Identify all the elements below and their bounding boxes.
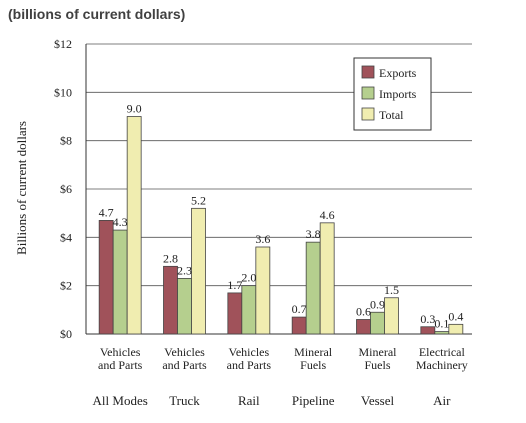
data-label: 0.7 [292, 302, 307, 316]
data-label: 0.9 [370, 297, 385, 311]
data-label: 0.3 [420, 312, 435, 326]
category-label-line2: and Parts [162, 358, 207, 372]
mode-label: Vessel [361, 393, 395, 408]
y-tick-label: $0 [60, 327, 72, 341]
legend-swatch-imports [361, 86, 375, 100]
category-label-line2: and Parts [227, 358, 272, 372]
data-label: 1.5 [384, 283, 399, 297]
data-label: 4.3 [113, 215, 128, 229]
category-label-line1: Mineral [359, 345, 398, 359]
data-label: 5.2 [191, 193, 206, 207]
legend-swatch-total [361, 107, 375, 121]
data-label: 4.6 [320, 208, 335, 222]
data-label: 4.7 [99, 205, 114, 219]
bar-exports [163, 265, 178, 335]
bar-exports [420, 326, 436, 335]
y-tick-label: $6 [60, 182, 72, 196]
category-label-line1: Electrical [419, 345, 466, 359]
bar-total [255, 246, 271, 335]
y-tick-label: $2 [60, 279, 72, 293]
data-label: 1.7 [227, 278, 242, 292]
chart-heading: (billions of current dollars) [8, 6, 186, 22]
bar-imports [241, 285, 257, 335]
data-label: 2.8 [163, 251, 178, 265]
data-label: 0.6 [356, 305, 371, 319]
bar-imports [305, 241, 321, 335]
category-label-line1: Vehicles [100, 345, 141, 359]
y-tick-label: $10 [54, 85, 72, 99]
bar-exports [356, 319, 371, 335]
category-label-line2: and Parts [98, 358, 143, 372]
mode-label: Air [433, 393, 451, 408]
bars [98, 116, 464, 335]
legend-swatch-exports [361, 65, 375, 79]
data-labels: 4.74.39.02.82.35.21.72.03.60.73.84.60.60… [99, 102, 464, 331]
category-label-line2: Fuels [300, 358, 326, 372]
bar-imports [112, 229, 128, 335]
data-label: 2.0 [241, 271, 256, 285]
bar-total [126, 116, 142, 335]
y-tick-label: $8 [60, 134, 72, 148]
category-label-line2: Fuels [364, 358, 390, 372]
mode-label: Rail [238, 393, 260, 408]
axes: $0 $2 $4 $6 $8 $10 $12 [54, 37, 472, 341]
mode-label: Truck [169, 393, 200, 408]
data-label: 0.1 [434, 317, 449, 331]
data-label: 2.3 [177, 263, 192, 277]
y-tick-label: $12 [54, 37, 72, 51]
mode-label: Pipeline [292, 393, 335, 408]
category-label-line1: Vehicles [164, 345, 205, 359]
data-label: 9.0 [127, 102, 142, 116]
data-label: 3.8 [306, 227, 321, 241]
y-tick-label: $4 [60, 230, 72, 244]
mode-label: All Modes [93, 393, 148, 408]
bar-imports [370, 311, 385, 335]
bar-imports [177, 278, 192, 335]
bar-total [384, 297, 399, 335]
data-label: 3.6 [255, 232, 270, 246]
legend: Exports Imports Total [353, 57, 432, 131]
bar-imports [434, 331, 450, 335]
bar-exports [98, 220, 114, 335]
legend-label-total: Total [379, 108, 404, 122]
legend-label-exports: Exports [379, 66, 417, 80]
category-label-line1: Vehicles [229, 345, 270, 359]
category-label-line1: Mineral [294, 345, 333, 359]
bar-exports [291, 316, 307, 335]
bar-total [448, 323, 464, 335]
y-axis-label: Billions of current dollars [14, 121, 29, 255]
bar-total [191, 207, 206, 335]
bar-exports [227, 292, 243, 335]
legend-label-imports: Imports [379, 87, 417, 101]
bar-total [319, 222, 335, 335]
data-label: 0.4 [448, 309, 463, 323]
category-label-line2: Machinery [416, 358, 468, 372]
